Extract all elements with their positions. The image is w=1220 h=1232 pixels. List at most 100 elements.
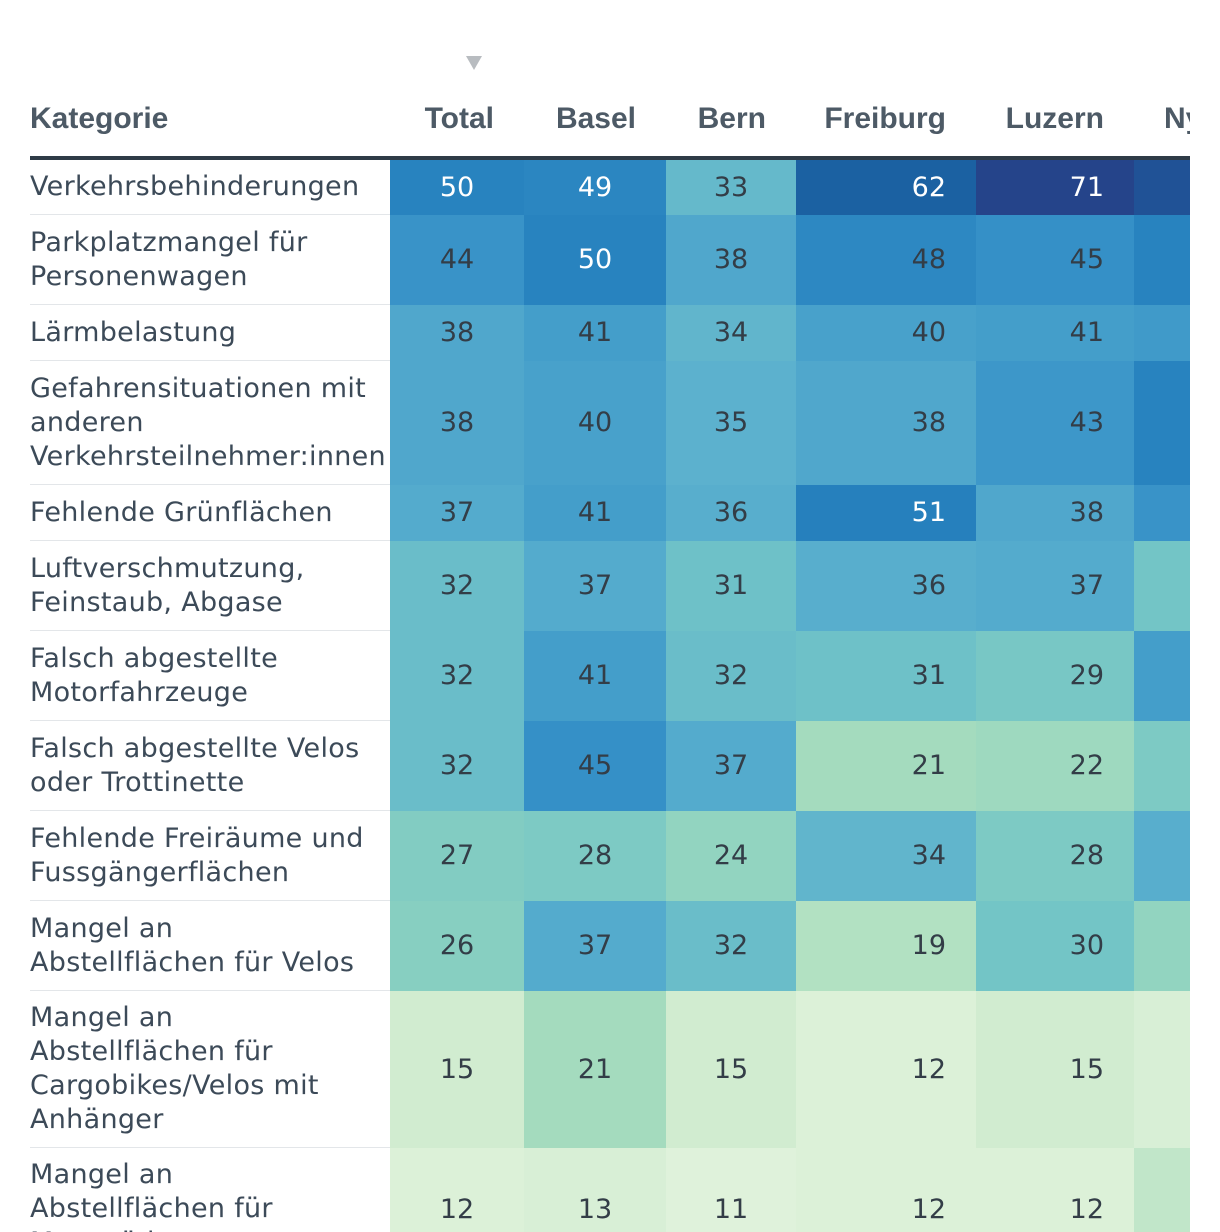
- heatmap-cell: 13: [524, 1147, 666, 1232]
- heatmap-body: Verkehrsbehinderungen504933627166Parkpla…: [30, 158, 1190, 1232]
- heatmap-cell: 32: [666, 900, 796, 991]
- row-label: Lärmbelastung: [30, 304, 390, 361]
- heatmap-cell: 24: [1134, 900, 1190, 991]
- heatmap-cell: 45: [976, 214, 1134, 305]
- heatmap-cell: 32: [666, 630, 796, 721]
- heatmap-cell: 30: [976, 900, 1134, 991]
- table-row: Mangel an Abstellflächen für Cargobikes/…: [30, 990, 1190, 1148]
- heatmap-cell: 38: [390, 304, 524, 361]
- heatmap-cell: 41: [1134, 630, 1190, 721]
- heatmap-cell: 12: [390, 1147, 524, 1232]
- heatmap-table-container: Kategorie Total Basel Bern Freiburg Luze…: [30, 0, 1190, 1232]
- row-label: Parkplatzmangel für Personenwagen: [30, 214, 390, 305]
- heatmap-cell: 32: [390, 630, 524, 721]
- heatmap-cell: 37: [666, 720, 796, 811]
- heatmap-cell: 66: [1134, 158, 1190, 215]
- heatmap-cell: 45: [524, 720, 666, 811]
- column-header-kategorie[interactable]: Kategorie: [30, 0, 390, 160]
- row-label: Mangel an Abstellflächen für Velos: [30, 900, 390, 991]
- column-header-ny[interactable]: Ny: [1134, 0, 1190, 160]
- heatmap-cell: 30: [1134, 540, 1190, 631]
- column-header-basel[interactable]: Basel: [524, 0, 666, 160]
- table-row: Lärmbelastung384134404142: [30, 304, 1190, 361]
- table-row: Luftverschmutzung, Feinstaub, Abgase 32 37…: [30, 540, 1190, 631]
- row-label: Falsch abgestellte Velos oder Trottinett…: [30, 720, 390, 811]
- column-header-bern[interactable]: Bern: [666, 0, 796, 160]
- table-row: Falsch abgestellte Velos oder Trottinett…: [30, 720, 1190, 811]
- heatmap-cell: 38: [390, 360, 524, 485]
- heatmap-cell: 12: [796, 1147, 976, 1232]
- heatmap-cell: 19: [796, 900, 976, 991]
- heatmap-cell: 36: [1134, 810, 1190, 901]
- row-label: Gefahrensituationen mit anderen Verkehrs…: [30, 360, 390, 485]
- heatmap-cell: 37: [390, 484, 524, 541]
- heatmap-cell: 32: [390, 540, 524, 631]
- sort-descending-icon[interactable]: [466, 56, 482, 70]
- heatmap-cell: 51: [796, 484, 976, 541]
- heatmap-cell: 29: [976, 630, 1134, 721]
- heatmap-cell: 44: [1134, 484, 1190, 541]
- heatmap-cell: 11: [666, 1147, 796, 1232]
- heatmap-cell: 62: [796, 158, 976, 215]
- heatmap-cell: 48: [796, 214, 976, 305]
- table-row: Fehlende Freiräume und Fussgängerflächen…: [30, 810, 1190, 901]
- heatmap-cell: 43: [976, 360, 1134, 485]
- heatmap-cell: 33: [666, 158, 796, 215]
- table-row: Verkehrsbehinderungen504933627166: [30, 158, 1190, 215]
- heatmap-cell: 37: [524, 900, 666, 991]
- header-row: Kategorie Total Basel Bern Freiburg Luze…: [30, 0, 1190, 160]
- table-row: Falsch abgestellte Motorfahrzeuge 32 41 32 3…: [30, 630, 1190, 721]
- heatmap-cell: 28: [976, 810, 1134, 901]
- heatmap-cell: 49: [524, 158, 666, 215]
- heatmap-cell: 24: [666, 810, 796, 901]
- table-row: Parkplatzmangel für Personenwagen 44 50 38 4…: [30, 214, 1190, 305]
- heatmap-cell: 22: [976, 720, 1134, 811]
- heatmap-cell: 37: [976, 540, 1134, 631]
- row-label: Verkehrsbehinderungen: [30, 158, 390, 215]
- heatmap-cell: 34: [796, 810, 976, 901]
- heatmap-cell: 36: [666, 484, 796, 541]
- heatmap-cell: 41: [524, 304, 666, 361]
- heatmap-cell: 38: [976, 484, 1134, 541]
- heatmap-cell: 27: [390, 810, 524, 901]
- table-row: Fehlende Grünflächen374136513844: [30, 484, 1190, 541]
- heatmap-cell: 42: [1134, 304, 1190, 361]
- heatmap-cell: 21: [524, 990, 666, 1148]
- column-header-total[interactable]: Total: [390, 0, 524, 160]
- column-header-label: Total: [424, 102, 494, 135]
- heatmap-cell: 50: [524, 214, 666, 305]
- heatmap-cell: 41: [976, 304, 1134, 361]
- heatmap-cell: 31: [666, 540, 796, 631]
- heatmap-cell: 71: [976, 158, 1134, 215]
- heatmap-cell: 38: [666, 214, 796, 305]
- heatmap-cell: 28: [524, 810, 666, 901]
- heatmap-cell: 50: [1134, 214, 1190, 305]
- heatmap-cell: 31: [796, 630, 976, 721]
- heatmap-cell: 40: [524, 360, 666, 485]
- heatmap-cell: 36: [796, 540, 976, 631]
- heatmap-cell: 12: [976, 1147, 1134, 1232]
- row-label: Fehlende Freiräume und Fussgängerflächen: [30, 810, 390, 901]
- table-row: Mangel an Abstellflächen für Motorräder1…: [30, 1147, 1190, 1232]
- heatmap-cell: 15: [390, 990, 524, 1148]
- row-label: Mangel an Abstellflächen für Motorräder: [30, 1147, 390, 1232]
- heatmap-cell: 50: [390, 158, 524, 215]
- column-header-luzern[interactable]: Luzern: [976, 0, 1134, 160]
- heatmap-cell: 34: [666, 304, 796, 361]
- heatmap-cell: 37: [524, 540, 666, 631]
- heatmap-cell: 32: [390, 720, 524, 811]
- row-label: Luftverschmutzung, Feinstaub, Abgase: [30, 540, 390, 631]
- heatmap-cell: 13: [1134, 990, 1190, 1148]
- column-header-freiburg[interactable]: Freiburg: [796, 0, 976, 160]
- heatmap-cell: 41: [524, 484, 666, 541]
- row-label: Fehlende Grünflächen: [30, 484, 390, 541]
- table-row: Mangel an Abstellflächen für Velos 26 37 32…: [30, 900, 1190, 991]
- heatmap-cell: 21: [796, 720, 976, 811]
- heatmap-cell: 50: [1134, 360, 1190, 485]
- heatmap-cell: 41: [524, 630, 666, 721]
- heatmap-cell: 40: [796, 304, 976, 361]
- heatmap-cell: 44: [390, 214, 524, 305]
- heatmap-table: Kategorie Total Basel Bern Freiburg Luze…: [30, 0, 1190, 1232]
- heatmap-cell: 15: [666, 990, 796, 1148]
- row-label: Falsch abgestellte Motorfahrzeuge: [30, 630, 390, 721]
